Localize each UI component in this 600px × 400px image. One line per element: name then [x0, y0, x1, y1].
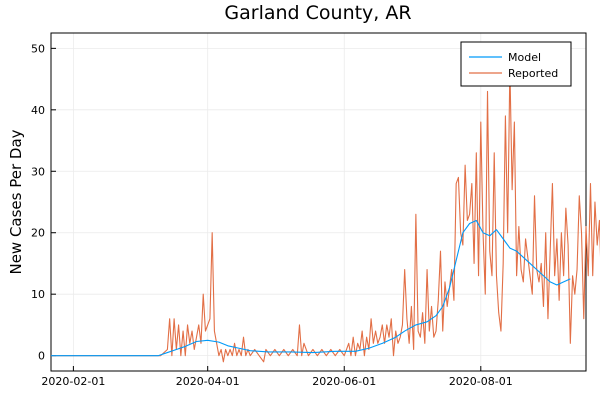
- x-tick-label: 2020-08-01: [449, 375, 513, 388]
- y-axis: 0 10 20 30 40 50: [31, 42, 56, 363]
- y-tick-label: 40: [31, 104, 45, 117]
- chart-title: Garland County, AR: [224, 2, 411, 24]
- grid: [51, 33, 586, 371]
- x-tick-label: 2020-04-01: [176, 375, 240, 388]
- series-line-reported: [51, 66, 600, 363]
- legend-label-reported: Reported: [508, 67, 558, 80]
- x-tick-label: 2020-06-01: [312, 375, 376, 388]
- series-group: [51, 66, 600, 363]
- y-tick-label: 30: [31, 165, 45, 178]
- y-tick-label: 20: [31, 227, 45, 240]
- legend-label-model: Model: [508, 51, 541, 64]
- y-axis-label: New Cases Per Day: [7, 129, 25, 274]
- x-axis: 2020-02-01 2020-04-01 2020-06-01 2020-08-01: [41, 366, 513, 388]
- plot-frame: [50, 32, 587, 372]
- series-line-model: [51, 219, 571, 357]
- legend: Model Reported: [460, 41, 572, 87]
- y-tick-label: 10: [31, 288, 45, 301]
- legend-box: [460, 41, 572, 87]
- y-tick-label: 0: [38, 350, 45, 363]
- x-tick-label: 2020-02-01: [41, 375, 105, 388]
- y-tick-label: 50: [31, 42, 45, 55]
